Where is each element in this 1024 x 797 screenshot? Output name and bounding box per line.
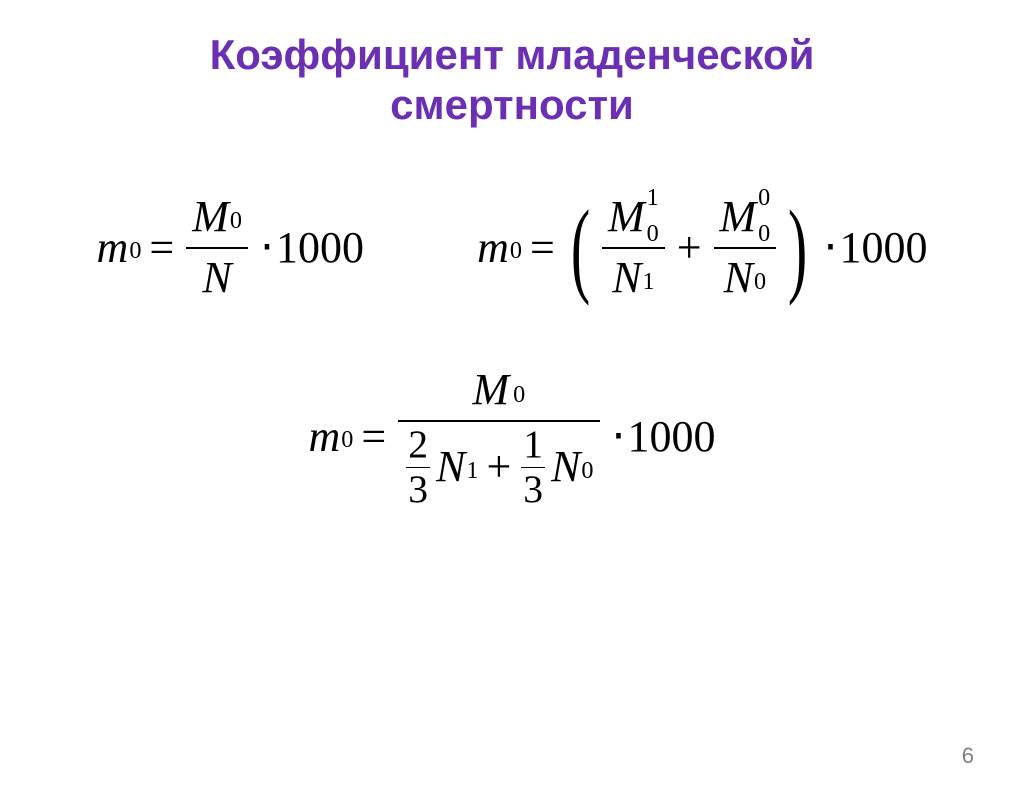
sub-0: 0 xyxy=(758,223,770,245)
var-N: N xyxy=(436,441,465,494)
sub-1: 1 xyxy=(642,267,654,296)
var-N: N xyxy=(724,252,753,305)
sub-0: 0 xyxy=(129,237,141,265)
equals: = xyxy=(530,222,555,273)
title-line-1: Коэффициент младенческой xyxy=(0,30,1024,80)
sup-0: 0 xyxy=(758,187,770,209)
var-m: m xyxy=(477,222,509,273)
plus: + xyxy=(677,222,702,273)
fraction-M01-N1: M10 N1 xyxy=(602,191,665,305)
sup-1: 1 xyxy=(647,187,659,209)
slide-title: Коэффициент младенческой смертности xyxy=(0,30,1024,131)
plus: + xyxy=(486,441,511,494)
var-N: N xyxy=(551,441,580,494)
left-paren: ( xyxy=(571,195,590,301)
equals: = xyxy=(149,222,174,273)
cdot: ⋅ xyxy=(260,222,274,273)
const-1000: 1000 xyxy=(839,222,927,273)
frac-1-3: 1 3 xyxy=(521,425,545,509)
right-paren: ) xyxy=(788,195,807,301)
cdot: ⋅ xyxy=(823,222,837,273)
num-2: 2 xyxy=(406,425,430,465)
fraction-big: M0 2 3 N1 + 1 3 N0 xyxy=(398,364,599,509)
fraction-M00-N0: M00 N0 xyxy=(714,191,777,305)
const-1000: 1000 xyxy=(628,411,716,462)
sub-1: 1 xyxy=(466,456,478,485)
formulas-top-row: m0 = M0 N ⋅1000 m0 = ( M10 N1 + xyxy=(0,191,1024,305)
var-M: M xyxy=(608,191,645,244)
var-M: M xyxy=(192,191,229,244)
sub-0: 0 xyxy=(341,426,353,454)
den-3: 3 xyxy=(521,470,545,510)
cdot: ⋅ xyxy=(612,411,626,462)
var-N: N xyxy=(202,252,231,305)
var-M: M xyxy=(720,191,757,244)
equals: = xyxy=(361,411,386,462)
frac-2-3: 2 3 xyxy=(406,425,430,509)
var-N: N xyxy=(612,252,641,305)
sub-0: 0 xyxy=(754,267,766,296)
formula-3: m0 = M0 2 3 N1 + 1 3 N0 xyxy=(308,364,715,509)
var-M: M xyxy=(472,364,509,417)
sub-0: 0 xyxy=(230,206,242,235)
const-1000: 1000 xyxy=(276,222,364,273)
formula-2: m0 = ( M10 N1 + M00 N0 ) ⋅1000 xyxy=(477,191,927,305)
var-m: m xyxy=(97,222,129,273)
sub-0: 0 xyxy=(513,380,525,409)
title-line-2: смертности xyxy=(0,80,1024,130)
sub-0: 0 xyxy=(581,456,593,485)
formula-1: m0 = M0 N ⋅1000 xyxy=(97,191,364,305)
fraction-M0-N: M0 N xyxy=(186,191,248,305)
sub-0: 0 xyxy=(510,237,522,265)
var-m: m xyxy=(308,411,340,462)
den-3: 3 xyxy=(406,470,430,510)
page-number: 6 xyxy=(962,743,974,769)
sub-0: 0 xyxy=(647,223,659,245)
num-1: 1 xyxy=(521,425,545,465)
formula-bottom-row: m0 = M0 2 3 N1 + 1 3 N0 xyxy=(0,364,1024,509)
